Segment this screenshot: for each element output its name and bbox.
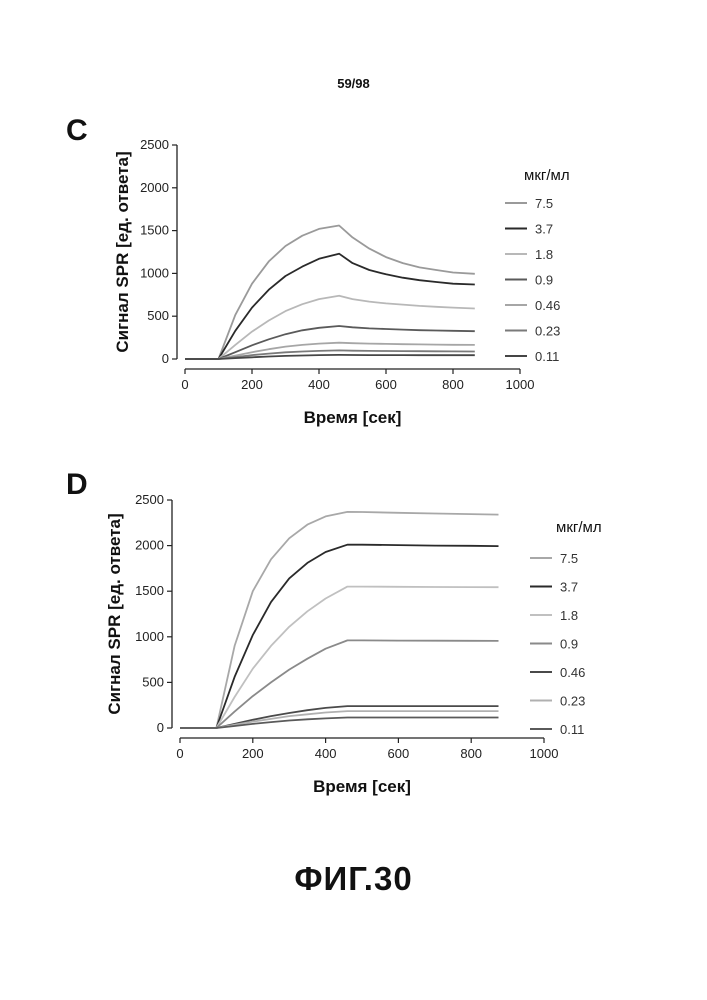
- x-tick-label: 400: [315, 746, 337, 761]
- legend-label: 7.5: [560, 551, 578, 566]
- y-tick-label: 0: [162, 351, 169, 366]
- legend-label: 0.9: [535, 273, 553, 288]
- legend-label: 3.7: [560, 580, 578, 595]
- legend-label: 0.46: [535, 298, 560, 313]
- legend-label: 0.46: [560, 665, 585, 680]
- x-tick-label: 1000: [530, 746, 559, 761]
- series-line-0: [185, 226, 475, 360]
- x-tick-label: 800: [442, 377, 464, 392]
- legend-label: 0.23: [560, 694, 585, 709]
- y-tick-label: 2500: [140, 137, 169, 152]
- legend-title: мкг/мл: [524, 167, 570, 184]
- series-line-6: [180, 718, 499, 729]
- y-axis-title: Сигнал SPR [ед. ответа]: [113, 151, 132, 352]
- y-axis-title: Сигнал SPR [ед. ответа]: [105, 513, 124, 714]
- series-line-1: [180, 545, 499, 728]
- panel-c-chart: 0 500 1000 1500 2000 2500 0 200 400 600 800 1000 Вре…: [0, 110, 707, 440]
- legend-label: 0.23: [535, 324, 560, 339]
- x-tick-label: 800: [460, 746, 482, 761]
- legend-title: мкг/мл: [556, 519, 602, 536]
- y-tick-label: 1500: [140, 223, 169, 238]
- figure-caption: ФИГ.30: [0, 860, 707, 898]
- legend-label: 7.5: [535, 196, 553, 211]
- x-axis-title: Время [сек]: [304, 408, 402, 427]
- y-tick-label: 2500: [135, 492, 164, 507]
- y-tick-label: 1000: [140, 265, 169, 280]
- y-tick-label: 1000: [135, 629, 164, 644]
- x-tick-label: 200: [242, 746, 264, 761]
- panel-d-chart: 0 500 1000 1500 2000 2500 0 200 400 600 800 1000 Вре…: [0, 470, 707, 810]
- x-tick-label: 600: [388, 746, 410, 761]
- legend-label: 0.11: [560, 722, 584, 737]
- y-tick-label: 2000: [135, 538, 164, 553]
- y-tick-label: 500: [142, 674, 164, 689]
- series-line-5: [180, 711, 499, 728]
- legend-label: 0.11: [535, 349, 559, 364]
- y-tick-label: 500: [147, 308, 169, 323]
- legend-label: 1.8: [535, 247, 553, 262]
- legend-label: 1.8: [560, 608, 578, 623]
- x-tick-label: 0: [181, 377, 188, 392]
- x-axis-title: Время [сек]: [313, 777, 411, 796]
- y-tick-label: 1500: [135, 583, 164, 598]
- legend-label: 0.9: [560, 637, 578, 652]
- x-tick-label: 600: [375, 377, 397, 392]
- x-tick-label: 1000: [506, 377, 535, 392]
- y-tick-label: 0: [157, 720, 164, 735]
- series-line-3: [180, 640, 499, 728]
- x-tick-label: 0: [176, 746, 183, 761]
- page-number: 59/98: [0, 76, 707, 91]
- x-tick-label: 400: [308, 377, 330, 392]
- y-tick-label: 2000: [140, 180, 169, 195]
- legend-label: 3.7: [535, 222, 553, 237]
- x-tick-label: 200: [241, 377, 263, 392]
